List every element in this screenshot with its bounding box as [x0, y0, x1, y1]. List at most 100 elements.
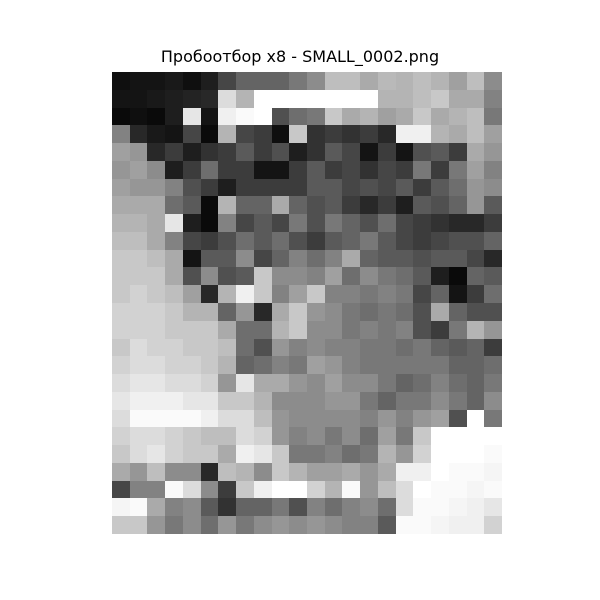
image-pixel — [182, 249, 201, 268]
image-pixel — [377, 409, 396, 428]
image-pixel — [342, 107, 361, 126]
image-pixel — [129, 267, 148, 286]
image-pixel — [342, 89, 361, 108]
image-pixel — [253, 320, 272, 339]
image-pixel — [289, 231, 307, 250]
image-pixel — [448, 356, 467, 375]
image-pixel — [466, 72, 485, 90]
image-pixel — [271, 143, 290, 161]
image-pixel — [306, 391, 325, 410]
image-pixel — [165, 107, 183, 126]
image-pixel — [271, 356, 290, 375]
image-pixel — [289, 445, 307, 463]
image-pixel — [306, 214, 325, 232]
image-pixel — [271, 196, 290, 215]
image-pixel — [360, 302, 378, 321]
image-pixel — [431, 143, 449, 161]
pixelated-image — [112, 72, 502, 534]
image-pixel — [413, 391, 432, 410]
image-pixel — [253, 462, 272, 481]
image-pixel — [236, 445, 254, 463]
image-pixel — [466, 89, 485, 108]
image-pixel — [271, 445, 290, 463]
image-pixel — [448, 249, 467, 268]
image-pixel — [236, 125, 254, 144]
image-pixel — [448, 427, 467, 446]
image-pixel — [360, 338, 378, 357]
image-pixel — [413, 178, 432, 197]
image-pixel — [342, 391, 361, 410]
image-pixel — [377, 107, 396, 126]
image-pixel — [112, 391, 130, 410]
image-pixel — [377, 89, 396, 108]
image-pixel — [324, 320, 343, 339]
image-pixel — [218, 480, 237, 499]
image-pixel — [448, 338, 467, 357]
image-pixel — [218, 338, 237, 357]
image-pixel — [236, 480, 254, 499]
image-pixel — [218, 285, 237, 303]
image-pixel — [360, 196, 378, 215]
image-pixel — [324, 72, 343, 90]
image-pixel — [200, 214, 219, 232]
image-pixel — [466, 356, 485, 375]
image-pixel — [431, 196, 449, 215]
image-pixel — [112, 178, 130, 197]
image-pixel — [377, 462, 396, 481]
image-pixel — [342, 72, 361, 90]
image-pixel — [448, 214, 467, 232]
image-pixel — [253, 196, 272, 215]
image-pixel — [377, 338, 396, 357]
image-pixel — [466, 285, 485, 303]
image-pixel — [236, 107, 254, 126]
image-pixel — [377, 143, 396, 161]
image-pixel — [182, 196, 201, 215]
image-pixel — [218, 267, 237, 286]
image-pixel — [218, 72, 237, 90]
image-pixel — [431, 409, 449, 428]
image-pixel — [377, 516, 396, 534]
image-pixel — [253, 89, 272, 108]
image-pixel — [431, 267, 449, 286]
image-pixel — [165, 231, 183, 250]
image-pixel — [129, 143, 148, 161]
image-pixel — [306, 320, 325, 339]
image-pixel — [484, 445, 502, 463]
image-pixel — [218, 462, 237, 481]
image-pixel — [342, 267, 361, 286]
image-pixel — [324, 356, 343, 375]
image-pixel — [324, 267, 343, 286]
image-pixel — [289, 72, 307, 90]
image-pixel — [112, 480, 130, 499]
image-pixel — [342, 196, 361, 215]
image-pixel — [289, 178, 307, 197]
image-pixel — [200, 320, 219, 339]
image-pixel — [182, 285, 201, 303]
image-pixel — [395, 107, 414, 126]
image-pixel — [377, 178, 396, 197]
image-pixel — [165, 160, 183, 179]
image-pixel — [466, 445, 485, 463]
image-pixel — [377, 285, 396, 303]
image-pixel — [324, 249, 343, 268]
image-pixel — [377, 356, 396, 375]
image-pixel — [413, 516, 432, 534]
image-pixel — [236, 285, 254, 303]
image-pixel — [289, 160, 307, 179]
image-pixel — [147, 320, 166, 339]
image-pixel — [182, 320, 201, 339]
image-pixel — [289, 498, 307, 517]
image-pixel — [324, 143, 343, 161]
image-pixel — [253, 72, 272, 90]
image-pixel — [271, 409, 290, 428]
image-pixel — [129, 320, 148, 339]
image-pixel — [342, 338, 361, 357]
image-pixel — [360, 409, 378, 428]
image-pixel — [271, 391, 290, 410]
image-pixel — [466, 427, 485, 446]
image-pixel — [165, 178, 183, 197]
image-pixel — [324, 214, 343, 232]
image-pixel — [342, 480, 361, 499]
image-pixel — [271, 498, 290, 517]
image-pixel — [342, 409, 361, 428]
